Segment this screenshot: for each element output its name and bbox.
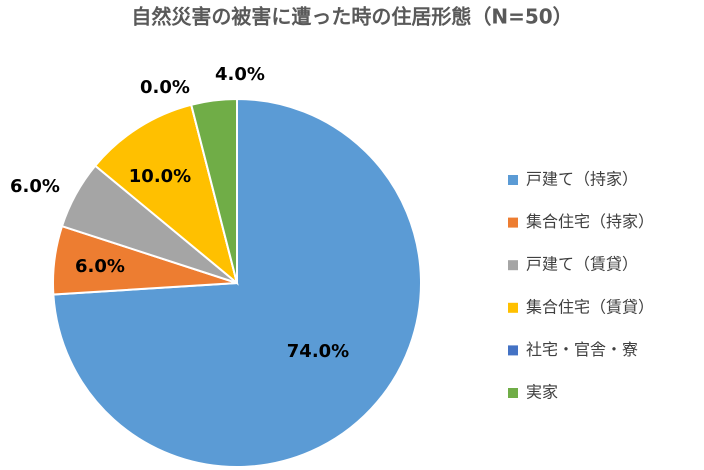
pie-slice: [190, 97, 238, 284]
chart-title: 自然災害の被害に遭った時の住居形態（N=50）: [131, 5, 572, 29]
legend-swatch: [508, 175, 518, 185]
legend-label: 集合住宅（持家）: [526, 212, 654, 231]
legend-swatch: [508, 345, 518, 356]
legend-swatch: [508, 260, 518, 271]
legend-label: 実家: [526, 383, 558, 402]
legend-swatch: [508, 388, 518, 398]
legend-label: 集合住宅（賃貸）: [526, 297, 654, 316]
legend-label: 戸建て（賃貸）: [526, 255, 638, 274]
data-label: 4.0%: [215, 64, 265, 85]
data-label: 10.0%: [129, 166, 191, 187]
data-label: 6.0%: [10, 176, 60, 197]
legend-label: 社宅・官舎・寮: [526, 340, 638, 359]
data-label: 6.0%: [75, 256, 125, 277]
data-label: 0.0%: [140, 77, 190, 98]
legend-label: 戸建て（持家）: [526, 170, 638, 189]
pie-slice: [93, 103, 239, 286]
legend-swatch: [508, 302, 518, 313]
data-label: 74.0%: [287, 341, 349, 362]
legend-swatch: [508, 217, 518, 228]
